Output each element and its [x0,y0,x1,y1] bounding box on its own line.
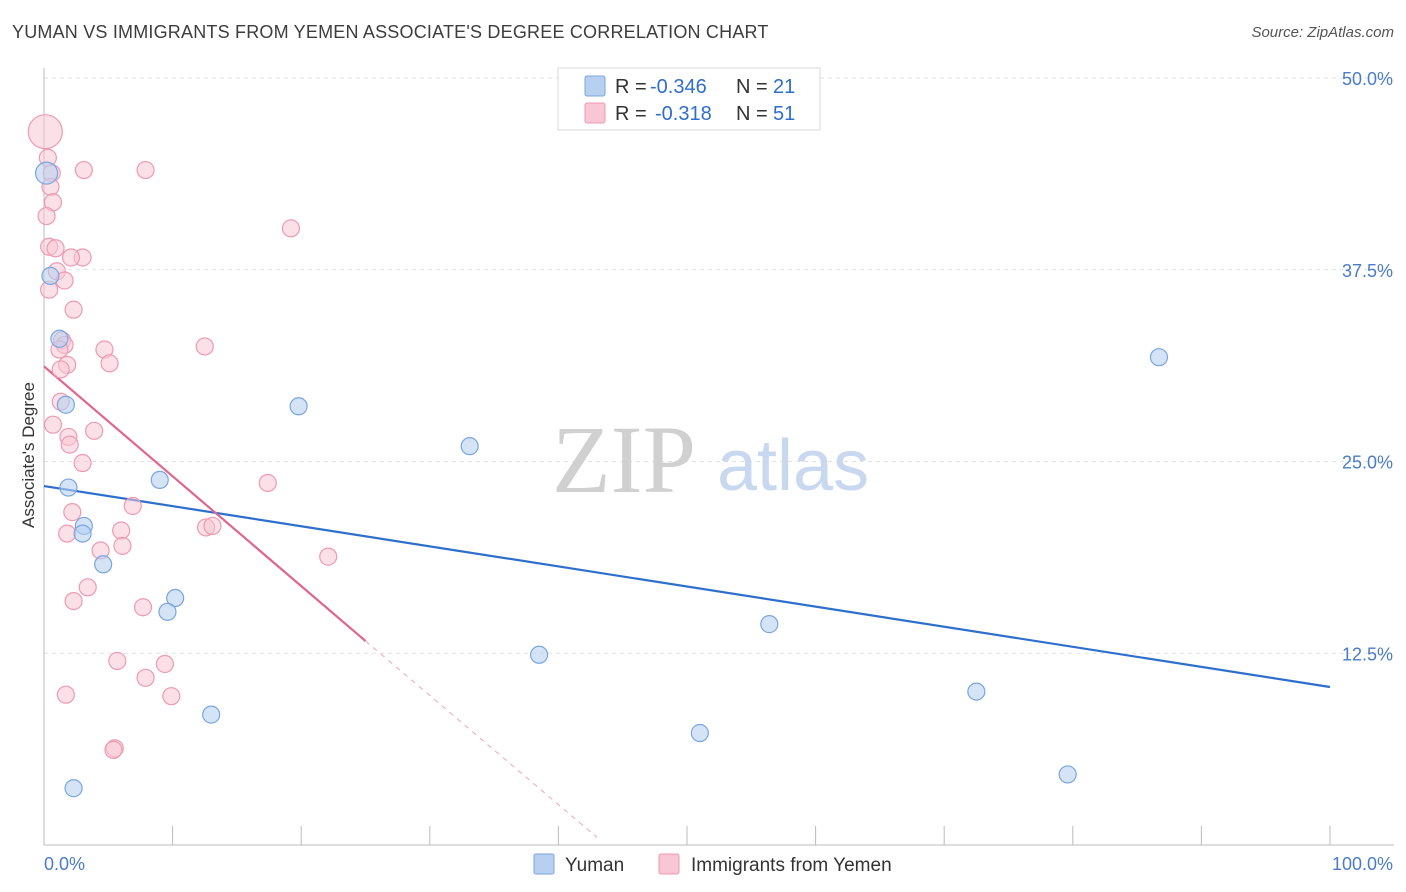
yemen-point-49 [281,219,301,238]
yuman-point-10 [158,602,177,621]
yuman-point-12 [289,397,308,416]
source-credit: Source: ZipAtlas.com [1251,24,1394,41]
yuman-point-17 [967,682,986,701]
yemen-point-5 [37,206,56,226]
yemen-point-27 [73,453,92,473]
yuman-point-16 [690,723,709,743]
yemen-point-44 [56,685,75,704]
yemen-point-9 [61,248,81,267]
y-tick-labels: 12.5% 25.0% 37.5% 50.0% [1342,69,1393,664]
legend-n-value-2: 51 [773,103,795,125]
yemen-point-35 [203,516,222,536]
yuman-point-1 [41,266,60,285]
yemen-trend-line [43,365,367,642]
yemen-point-41 [108,651,127,671]
yuman-trend-line [43,484,1331,689]
yemen-point-18 [51,360,70,379]
yuman-point-3 [56,395,75,414]
yemen-point-7 [46,239,65,258]
legend-r-label-2: R = [615,103,647,125]
yemen-point-36 [258,473,277,493]
yuman-point-20 [64,779,83,798]
trend-lines [43,365,1331,838]
legend-n-label-1: N = [736,76,768,98]
yemen-point-32 [113,536,132,555]
x-tick-label-max: 100.0% [1332,854,1393,874]
y-tick-label-0: 12.5% [1342,644,1393,664]
yuman-point-14 [530,645,549,664]
yuman-point-0 [34,161,59,185]
legend-r-value-2: -0.318 [655,103,712,125]
stats-legend: R = -0.346 N = 21 R = -0.318 N = 51 [557,67,821,131]
watermark: ZIP atlas [552,406,869,513]
yuman-point-7 [94,555,113,574]
legend-n-value-1: 21 [773,76,795,98]
yuman-point-6 [73,524,92,543]
yemen-point-30 [123,496,142,516]
yuman-point-18 [1149,348,1169,367]
x-tick-labels: 0.0% 100.0% [44,854,1393,874]
series-immigrants-from-yemen [27,114,338,759]
yemen-point-43 [136,668,155,687]
yemen-point-25 [60,435,79,454]
yuman-point-2 [50,329,69,348]
yemen-point-23 [43,415,63,434]
yuman-point-13 [460,437,479,456]
yemen-point-42 [155,654,174,674]
yuman-point-11 [202,705,221,724]
yemen-point-31 [112,521,131,540]
yemen-point-47 [104,740,123,759]
yemen-point-28 [63,503,82,522]
legend-r-label-1: R = [615,76,647,98]
chart-title: YUMAN VS IMMIGRANTS FROM YEMEN ASSOCIATE… [12,22,769,42]
bottom-legend-label-yemen: Immigrants from Yemen [691,855,892,876]
legend-swatch-yuman [584,75,606,97]
yemen-point-37 [319,547,338,566]
yemen-point-13 [64,300,83,319]
y-axis-label: Associate's Degree [19,382,38,528]
yuman-point-15 [760,615,779,634]
yuman-point-4 [59,478,78,497]
yemen-point-29 [58,524,77,543]
x-tick-label-min: 0.0% [44,854,85,874]
series-legend: Yuman Immigrants from Yemen [533,853,892,876]
watermark-zip: ZIP [552,406,696,513]
axes [43,68,1394,846]
yuman-point-9 [166,588,185,608]
yemen-point-48 [136,160,155,180]
yuman-point-8 [150,470,169,490]
bottom-legend-label-yuman: Yuman [565,855,624,876]
bottom-legend-swatch-yuman [533,853,555,875]
yemen-point-20 [100,354,119,373]
bottom-legend-swatch-yemen [658,853,680,875]
yemen-point-50 [74,160,93,180]
legend-n-label-2: N = [736,103,768,125]
yemen-point-40 [133,598,153,617]
series-yuman [34,161,1169,798]
legend-swatch-yemen [584,102,606,124]
y-tick-label-1: 25.0% [1342,453,1393,473]
legend-r-value-1: -0.346 [650,76,707,98]
yemen-point-21 [195,337,214,356]
yemen-trend-extension [365,640,598,838]
y-tick-label-2: 37.5% [1342,261,1393,281]
grid-lines [44,77,1394,654]
y-tick-label-3: 50.0% [1342,69,1393,89]
yemen-point-45 [162,687,181,706]
yemen-point-0 [27,114,63,150]
yemen-point-38 [78,578,97,597]
yuman-point-19 [1058,765,1077,784]
yemen-point-39 [64,591,83,611]
watermark-atlas: atlas [717,426,869,506]
yemen-point-26 [85,421,104,440]
